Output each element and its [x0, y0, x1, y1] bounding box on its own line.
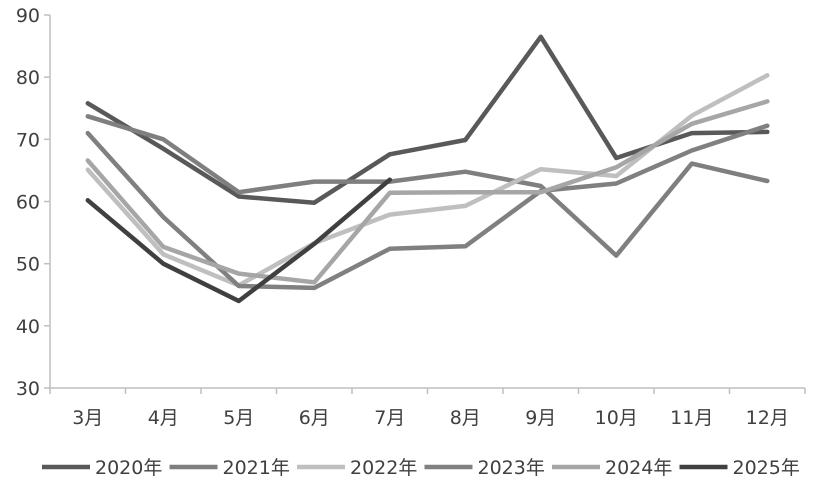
- y-tick-label: 40: [16, 316, 40, 338]
- x-tick-label: 9月: [525, 407, 556, 429]
- y-tick-label: 70: [16, 129, 40, 151]
- series-line-2025年: [85, 177, 393, 304]
- legend: 2020年 2021年 2022年 2023年 2024年 2025年: [42, 457, 800, 479]
- legend-label: 2025年: [733, 457, 800, 479]
- y-tick-label: 50: [16, 254, 40, 276]
- y-tick-label: 60: [16, 192, 40, 214]
- series-lines: [85, 34, 770, 304]
- legend-label: 2021年: [223, 457, 290, 479]
- legend-label: 2022年: [350, 457, 417, 479]
- x-tick-label: 6月: [299, 407, 330, 429]
- series-line-2021年: [85, 114, 770, 258]
- x-tick-label: 8月: [450, 407, 481, 429]
- x-tick-label: 4月: [148, 407, 179, 429]
- axes: 30 40 50 60 70 80 90 3月 4月 5月 6月 7月 8月 9月 10月 11月 12月: [16, 5, 806, 429]
- x-tick-label: 3月: [72, 407, 103, 429]
- x-tick-label: 10月: [595, 407, 638, 429]
- y-tick-label: 90: [16, 5, 40, 27]
- x-tick-label: 7月: [374, 407, 405, 429]
- x-tick-label: 12月: [746, 407, 789, 429]
- legend-label: 2024年: [605, 457, 672, 479]
- legend-label: 2023年: [478, 457, 545, 479]
- x-tick-label: 11月: [670, 407, 713, 429]
- y-tick-label: 80: [16, 67, 40, 89]
- y-tick-label: 30: [16, 378, 40, 400]
- x-tick-label: 5月: [223, 407, 254, 429]
- series-line-2024年: [85, 99, 770, 285]
- series-line-2023年: [85, 123, 770, 291]
- legend-label: 2020年: [95, 457, 162, 479]
